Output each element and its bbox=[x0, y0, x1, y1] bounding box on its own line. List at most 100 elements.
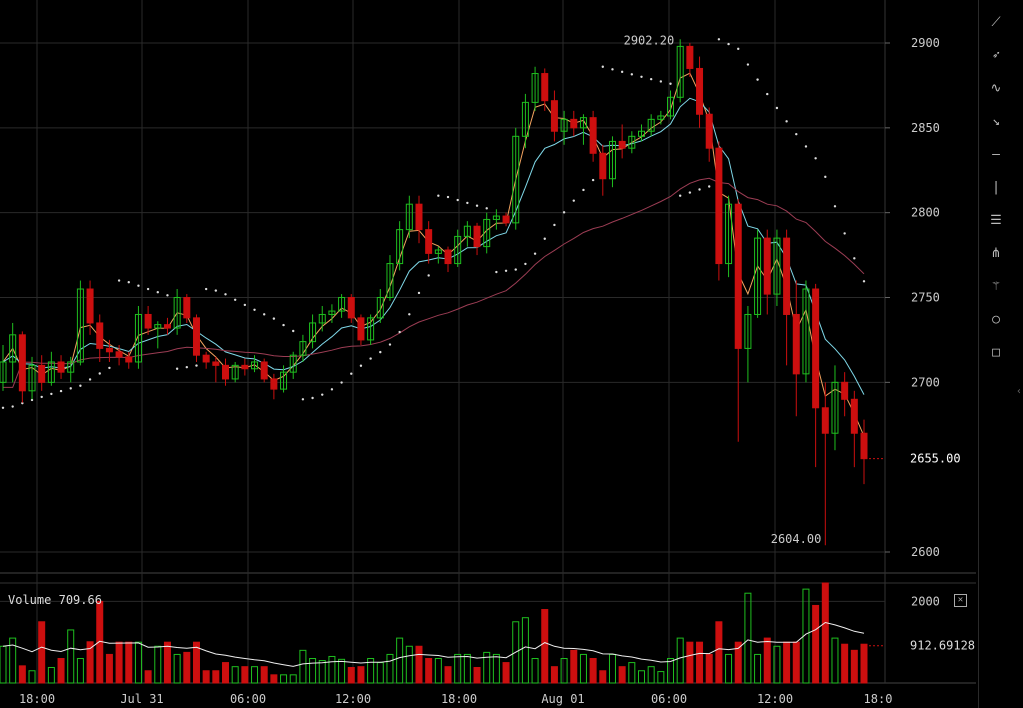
psar-dot bbox=[756, 78, 759, 81]
curve-tool-icon[interactable]: ∿ bbox=[990, 81, 1002, 96]
psar-dot bbox=[214, 289, 218, 292]
volume-bar bbox=[38, 621, 46, 684]
psar-dot bbox=[659, 80, 663, 83]
high-price-marker: 2902.20 bbox=[624, 33, 675, 47]
candle-body bbox=[686, 45, 694, 69]
time-tick-label: Jul 31 bbox=[120, 692, 163, 706]
candle-body bbox=[676, 45, 684, 98]
psar-dot bbox=[727, 42, 730, 46]
candle-body bbox=[386, 263, 394, 299]
line-tool-icon[interactable]: ⟋ bbox=[991, 15, 1001, 30]
psar-dot bbox=[350, 372, 353, 375]
volume-bar bbox=[473, 666, 481, 684]
psar-dot bbox=[166, 294, 169, 297]
psar-dot bbox=[11, 405, 14, 408]
time-tick-label: 18:0 bbox=[864, 692, 893, 706]
candle-body bbox=[318, 313, 326, 324]
psar-dot bbox=[146, 287, 150, 291]
candle-body bbox=[425, 229, 433, 254]
candle-body bbox=[241, 364, 249, 370]
psar-dot bbox=[398, 330, 401, 334]
psar-dot bbox=[640, 75, 643, 78]
pitchfork-icon[interactable]: ⚚ bbox=[992, 279, 1000, 294]
psar-dot bbox=[862, 280, 866, 283]
candle-body bbox=[725, 203, 733, 265]
volume-bar bbox=[202, 670, 210, 684]
price-chart[interactable]: 2900 2850 2800 2750 2700 2600 2000 18:00 Jul 31 0… bbox=[0, 0, 978, 708]
candle-body bbox=[802, 288, 810, 375]
gann-fan-icon[interactable]: ⋔ bbox=[990, 246, 1002, 261]
volume-bar bbox=[783, 641, 791, 684]
low-price-marker: 2604.00 bbox=[771, 532, 822, 546]
fibonacci-icon[interactable]: ☰ bbox=[990, 213, 1002, 228]
vertical-line-icon[interactable]: | bbox=[992, 180, 1000, 195]
time-tick-label: 12:00 bbox=[757, 692, 793, 706]
psar-dot bbox=[766, 92, 769, 96]
last-price-label: 2655.00 bbox=[910, 452, 961, 466]
psar-dot bbox=[475, 204, 479, 207]
volume-bar bbox=[415, 645, 423, 684]
ray-tool-icon[interactable]: ➶ bbox=[992, 48, 1000, 63]
price-tick-label: 2800 bbox=[911, 206, 940, 220]
volume-bar bbox=[57, 658, 65, 684]
candle-body bbox=[454, 235, 462, 265]
psar-dot bbox=[533, 252, 537, 255]
volume-bar bbox=[47, 666, 55, 684]
circle-tool-icon[interactable]: ○ bbox=[992, 312, 1000, 327]
volume-bar bbox=[696, 641, 704, 684]
volume-bar bbox=[183, 651, 191, 684]
psar-dot bbox=[737, 47, 740, 51]
volume-bar bbox=[502, 662, 510, 684]
volume-bar bbox=[105, 653, 113, 684]
volume-bar bbox=[773, 645, 781, 684]
candle-body bbox=[144, 313, 152, 329]
candle-body bbox=[357, 317, 365, 341]
psar-dot bbox=[485, 207, 488, 210]
collapse-arrow-icon[interactable]: ‹ bbox=[1016, 386, 1023, 397]
candle-body bbox=[444, 249, 452, 265]
price-tick-label: 2850 bbox=[911, 121, 940, 135]
psar-dot bbox=[678, 194, 682, 197]
psar-dot bbox=[514, 268, 517, 271]
volume-tick-label: 2000 bbox=[911, 594, 940, 608]
volume-bar bbox=[251, 666, 259, 684]
psar-dot bbox=[562, 211, 566, 214]
candle-body bbox=[28, 364, 36, 392]
candle-body bbox=[512, 135, 520, 224]
candles bbox=[0, 39, 868, 546]
candle-body bbox=[376, 297, 384, 319]
volume-bar bbox=[144, 670, 152, 684]
candle-body bbox=[667, 96, 675, 117]
candle-body bbox=[502, 215, 510, 224]
psar-dot bbox=[717, 38, 721, 41]
candle-body bbox=[202, 354, 210, 363]
psar-dot bbox=[156, 291, 159, 294]
candle-body bbox=[618, 140, 626, 149]
candle-body bbox=[647, 118, 655, 132]
psar-dot bbox=[437, 194, 440, 197]
candle-body bbox=[57, 361, 65, 373]
arrow-tool-icon[interactable]: ↘ bbox=[992, 114, 1000, 129]
volume-bar bbox=[686, 641, 694, 684]
psar-dot bbox=[495, 270, 498, 274]
candle-body bbox=[599, 152, 607, 180]
volume-bar bbox=[270, 674, 278, 684]
candle-body bbox=[434, 249, 442, 254]
candle-body bbox=[705, 113, 713, 149]
rectangle-tool-icon[interactable]: □ bbox=[992, 345, 1000, 360]
psar-dot bbox=[30, 398, 34, 402]
psar-dot bbox=[263, 313, 266, 316]
horizontal-line-icon[interactable]: — bbox=[992, 147, 1000, 162]
volume-bar bbox=[531, 658, 539, 684]
volume-bar bbox=[444, 666, 452, 684]
volume-bar bbox=[86, 641, 94, 684]
close-volume-icon[interactable]: ✕ bbox=[954, 594, 967, 607]
volume-bar bbox=[744, 592, 752, 684]
candle-body bbox=[628, 135, 636, 149]
candle-body bbox=[841, 381, 849, 400]
psar-dot bbox=[243, 303, 247, 307]
candle-body bbox=[589, 117, 597, 154]
candle-body bbox=[338, 297, 346, 312]
psar-dot bbox=[1, 406, 5, 409]
psar-dot bbox=[175, 367, 179, 370]
